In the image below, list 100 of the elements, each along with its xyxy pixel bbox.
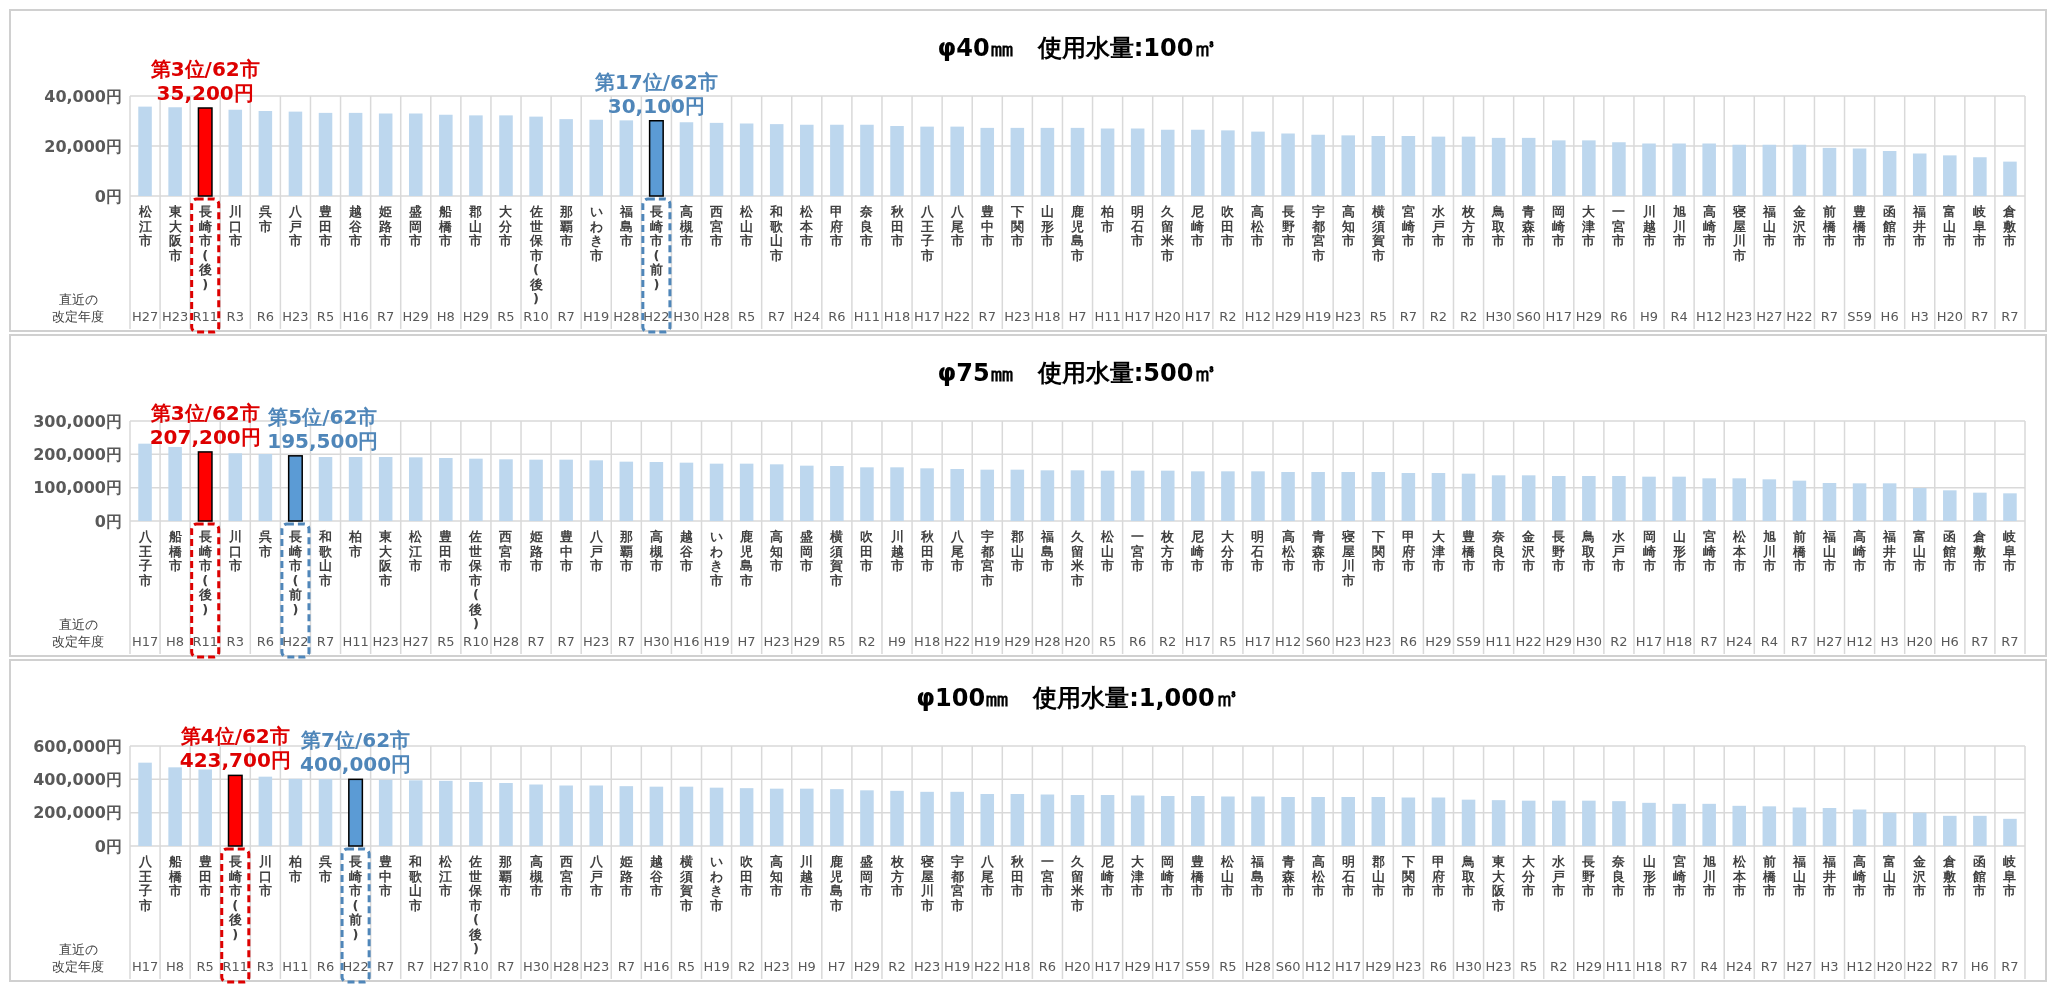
- bar: [1251, 796, 1265, 846]
- y-tick-label: 100,000円: [33, 478, 122, 498]
- x-tick-label: 川口市: [227, 204, 242, 248]
- x-tick-label: 盛岡市: [859, 854, 874, 898]
- x-tick-label: 松江市: [408, 529, 424, 573]
- text: R5: [1098, 634, 1117, 649]
- x-tick-label: 宇都宮市: [979, 529, 994, 588]
- bar: [1822, 483, 1837, 521]
- bar: [1702, 143, 1716, 196]
- text: H3: [1910, 309, 1929, 324]
- x-tick-label: 柏市: [1100, 204, 1115, 234]
- bar: [1281, 133, 1295, 196]
- bar: [1702, 478, 1716, 521]
- text: H29: [1274, 309, 1302, 324]
- text: R5: [737, 309, 756, 324]
- x-tick-label: 越谷市: [648, 854, 664, 898]
- bar: [559, 785, 573, 846]
- bar: [920, 126, 934, 196]
- text: S59: [1456, 634, 1481, 649]
- bar: [709, 122, 724, 196]
- x-tick-label: 金沢市: [1791, 204, 1807, 248]
- bar: [890, 467, 904, 521]
- bar: [1191, 129, 1205, 196]
- bar: [1431, 797, 1446, 846]
- x-tick-label: 柏市: [287, 854, 302, 884]
- x-tick-label: 豊中市: [558, 529, 573, 573]
- bar: [1160, 129, 1175, 196]
- y-tick-label: 0円: [94, 836, 122, 856]
- x-tick-label: 福井市: [1821, 854, 1836, 898]
- bar: [800, 465, 814, 521]
- annotation: 第3位/62市 207,200円: [149, 400, 261, 449]
- x-tick-label: 奈良市: [1611, 854, 1627, 898]
- bar: [1010, 794, 1025, 846]
- bar: [138, 762, 152, 846]
- x-tick-label: 東大阪市: [167, 204, 183, 263]
- x-tick-label: 松江市: [438, 854, 454, 898]
- y-tick-label: 300,000円: [33, 411, 122, 431]
- text: R5: [1219, 634, 1237, 649]
- text: H23: [583, 634, 610, 649]
- bar: [529, 116, 543, 196]
- text: R10: [523, 309, 549, 324]
- text: H18: [1004, 959, 1031, 974]
- text: H7: [1068, 309, 1087, 324]
- bar: [197, 107, 213, 197]
- text: H6: [1970, 959, 1989, 974]
- x-tick-label: 福島市: [1250, 854, 1265, 898]
- text: R2: [858, 634, 876, 649]
- text: H29: [1004, 634, 1031, 649]
- text: H22: [944, 309, 971, 324]
- bar: [408, 780, 423, 846]
- x-tick-label: 鳥取市: [1491, 204, 1507, 248]
- text: H18: [1635, 959, 1663, 974]
- x-tick-label: 高知市: [769, 854, 784, 898]
- text: H8: [166, 959, 185, 974]
- x-tick-label: 越谷市: [678, 529, 694, 573]
- x-tick-label: 倉敷市: [2002, 204, 2018, 248]
- text: R4: [1760, 634, 1778, 649]
- x-tick-label: 一宮市: [1039, 854, 1054, 898]
- text: H17: [1545, 309, 1572, 324]
- bar: [1521, 800, 1536, 846]
- x-tick-label: 長崎市(後): [197, 204, 212, 292]
- bar: [1552, 140, 1566, 196]
- bar: [1130, 470, 1145, 521]
- x-tick-label: いわき市: [588, 204, 603, 263]
- bar: [1100, 795, 1115, 846]
- bar: [499, 115, 513, 196]
- text: H18: [1034, 309, 1061, 324]
- x-tick-label: 和歌山市: [318, 529, 334, 588]
- x-tick-label: 岡崎市: [1551, 204, 1566, 248]
- text: H23: [763, 959, 790, 974]
- x-tick-label: 吹田市: [859, 529, 875, 573]
- x-tick-label: 奈良市: [859, 204, 875, 248]
- x-tick-label: 福山市: [1821, 529, 1836, 573]
- text: H24: [793, 309, 820, 324]
- bar: [769, 464, 784, 521]
- text: R7: [557, 309, 575, 324]
- text: S60: [1275, 959, 1301, 974]
- text: H18: [1665, 634, 1693, 649]
- bar: [589, 460, 603, 521]
- text: R6: [1429, 959, 1448, 974]
- bar: [1160, 796, 1175, 846]
- text: H11: [282, 959, 309, 974]
- x-tick-label: 鳥取市: [1581, 529, 1597, 573]
- text: H29: [1575, 959, 1603, 974]
- bar: [1191, 471, 1205, 521]
- x-tick-label: 高知市: [1340, 204, 1355, 248]
- bar: [198, 769, 212, 846]
- x-tick-label: 郡山市: [1370, 854, 1385, 898]
- x-tick-label: 川越市: [1641, 204, 1656, 248]
- text: H23: [1335, 309, 1362, 324]
- x-tick-label: 盛岡市: [799, 529, 814, 573]
- bar: [1221, 130, 1235, 196]
- text: H23: [1726, 309, 1753, 324]
- x-tick-label: 松江市: [137, 204, 153, 248]
- text: R7: [2001, 634, 2019, 649]
- bar: [1311, 134, 1325, 196]
- bar: [1281, 472, 1295, 521]
- x-tick-label: 那覇市: [558, 204, 573, 248]
- bar: [1371, 472, 1386, 521]
- text: H9: [888, 634, 907, 649]
